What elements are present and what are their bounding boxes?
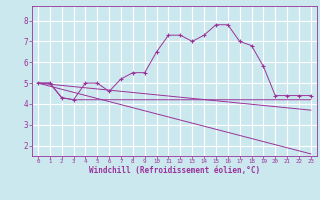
X-axis label: Windchill (Refroidissement éolien,°C): Windchill (Refroidissement éolien,°C) (89, 166, 260, 175)
